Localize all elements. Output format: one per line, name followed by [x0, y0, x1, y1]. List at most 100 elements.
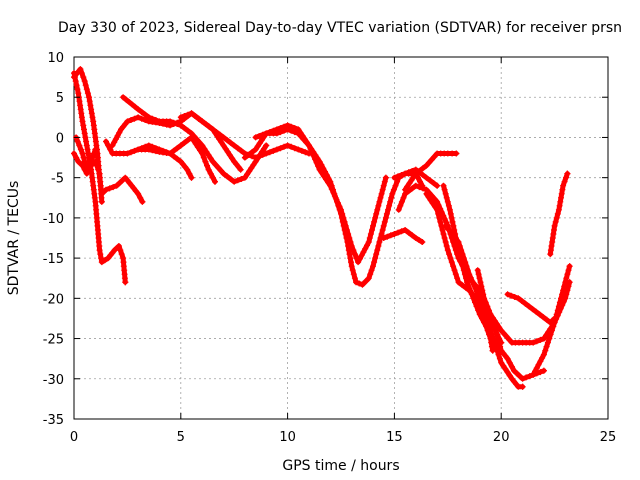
data-point: [389, 190, 396, 197]
data-point: [86, 94, 92, 101]
data-point: [490, 319, 497, 326]
data-point: [356, 255, 363, 262]
data-point: [343, 235, 350, 241]
data-point: [113, 182, 120, 189]
data-point: [398, 198, 405, 205]
data-point: [540, 367, 547, 374]
data-point: [434, 182, 441, 189]
data-point: [381, 178, 388, 185]
data-point: [412, 170, 419, 177]
data-point: [382, 214, 389, 221]
data-point: [548, 243, 555, 249]
data-point: [450, 232, 457, 239]
data-point: [556, 202, 563, 209]
data-point: [519, 383, 526, 390]
data-point: [273, 130, 280, 137]
data-point: [197, 147, 203, 154]
data-point: [400, 194, 407, 201]
data-point: [184, 137, 191, 144]
data-point: [423, 190, 430, 197]
data-point: [84, 146, 91, 153]
data-point: [466, 271, 473, 278]
data-point: [250, 161, 257, 168]
data-point: [95, 166, 102, 173]
data-point: [217, 131, 223, 138]
data-point: [465, 283, 472, 290]
data-point: [419, 185, 426, 192]
series-s8: [135, 134, 218, 185]
data-point: [380, 222, 387, 229]
y-tick-label: -30: [43, 373, 64, 388]
data-point: [383, 210, 390, 217]
data-point: [500, 362, 507, 369]
data-point: [181, 139, 188, 146]
data-point: [470, 295, 477, 302]
data-point: [90, 182, 97, 189]
data-point: [152, 148, 159, 155]
data-point: [111, 247, 118, 254]
data-point: [469, 278, 476, 285]
data-point: [98, 198, 105, 205]
data-point: [402, 227, 409, 233]
data-point: [444, 198, 451, 205]
series-markers: [120, 94, 270, 185]
data-point: [449, 218, 456, 225]
data-point: [263, 150, 270, 157]
data-point: [392, 182, 399, 189]
data-point: [463, 263, 470, 270]
data-point: [212, 161, 219, 168]
data-point: [111, 139, 118, 146]
data-point: [446, 206, 453, 213]
data-point: [416, 168, 423, 174]
data-point: [453, 150, 460, 157]
data-point: [226, 152, 233, 159]
data-point: [117, 247, 124, 254]
data-point: [371, 218, 378, 225]
data-point: [259, 136, 265, 143]
data-point: [114, 132, 121, 139]
data-point: [89, 114, 96, 121]
data-point: [504, 355, 511, 362]
series-s4: [73, 134, 99, 173]
data-point: [76, 142, 83, 149]
data-point: [80, 122, 87, 129]
data-point: [224, 173, 231, 180]
data-point: [370, 263, 376, 270]
data-point: [86, 162, 92, 169]
data-point: [482, 299, 489, 306]
data-point: [110, 184, 117, 191]
data-point: [71, 150, 77, 157]
data-point: [238, 147, 245, 154]
data-point: [83, 86, 90, 93]
data-point: [447, 255, 454, 262]
data-point: [170, 147, 177, 154]
data-point: [80, 74, 87, 81]
data-point: [479, 315, 485, 322]
data-point: [220, 170, 227, 177]
data-point: [518, 298, 525, 304]
data-point: [90, 118, 97, 125]
data-point: [487, 311, 494, 318]
data-point: [373, 210, 380, 217]
data-point: [252, 154, 259, 161]
data-point: [297, 133, 304, 140]
data-point: [426, 159, 433, 166]
data-point: [213, 129, 220, 136]
data-point: [254, 143, 261, 150]
data-point: [77, 146, 84, 153]
data-point: [464, 279, 470, 286]
data-point: [498, 327, 505, 334]
data-point: [328, 182, 335, 189]
data-point: [181, 113, 188, 119]
data-point: [345, 243, 352, 249]
series-markers: [71, 66, 146, 205]
data-point: [82, 82, 89, 89]
data-point: [454, 275, 461, 282]
data-point: [456, 243, 463, 249]
data-point: [462, 259, 469, 266]
data-point: [181, 125, 188, 132]
data-point: [149, 147, 156, 154]
data-point: [300, 136, 307, 143]
data-point: [467, 274, 474, 281]
data-point: [201, 145, 208, 152]
